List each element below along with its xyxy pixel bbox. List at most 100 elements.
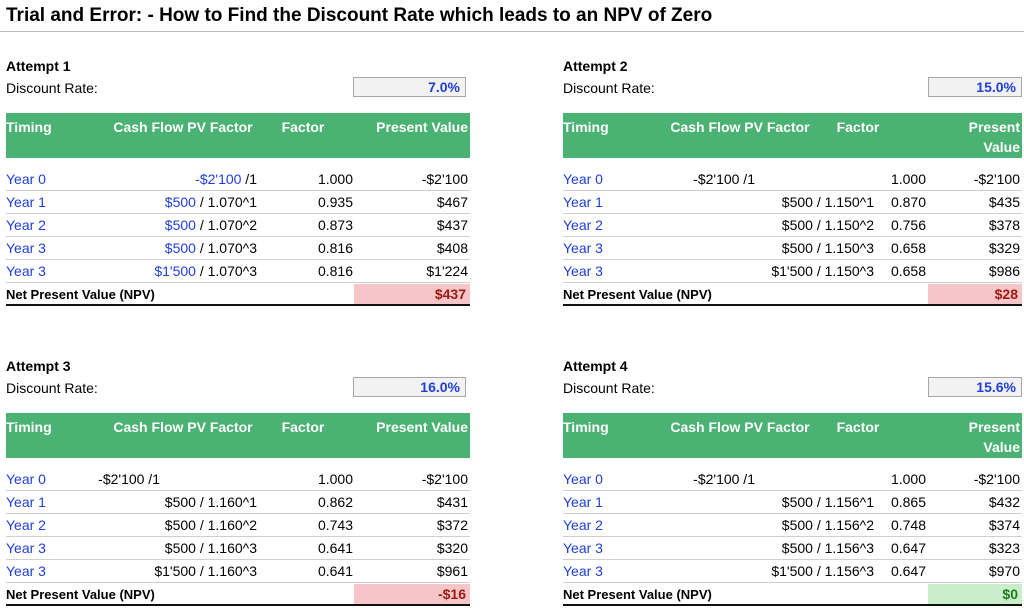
discount-rate-input[interactable]: 7.0% [353,77,466,97]
factor-cell[interactable]: 0.935 [317,194,353,210]
timing-cell[interactable]: Year 2 [563,217,603,233]
attempt-title: Attempt 1 [6,58,71,74]
present-value-cell[interactable]: $378 [988,217,1020,233]
timing-cell[interactable]: Year 2 [6,217,46,233]
factor-cell[interactable]: 0.647 [890,540,926,556]
npv-value[interactable]: $28 [928,284,1022,304]
cash-flow-cell[interactable]: $1'500 / 1.150^3 [771,263,874,280]
cash-flow-cell[interactable]: $1'500 / 1.160^3 [154,563,257,580]
factor-cell[interactable]: 0.641 [317,563,353,579]
npv-value[interactable]: -$16 [354,584,470,604]
cash-flow-cell[interactable]: $500 / 1.156^1 [782,494,874,511]
timing-cell[interactable]: Year 3 [563,563,603,579]
discount-rate-label: Discount Rate: [6,380,98,396]
attempt-title: Attempt 3 [6,358,71,374]
factor-cell[interactable]: 1.000 [890,171,926,187]
factor-cell[interactable]: 0.756 [890,217,926,233]
factor-cell[interactable]: 0.865 [890,494,926,510]
factor-cell[interactable]: 0.647 [890,563,926,579]
timing-cell[interactable]: Year 1 [563,194,603,210]
attempt-block-2: Attempt 2 Discount Rate: 15.0% Timing Ca… [563,58,1024,308]
present-value-cell[interactable]: -$2'100 [421,471,468,487]
timing-cell[interactable]: Year 1 [563,494,603,510]
npv-value[interactable]: $437 [354,284,470,304]
cash-flow-cell[interactable]: -$2'100 /1 [195,171,257,188]
discount-rate-input[interactable]: 15.6% [928,377,1022,397]
factor-cell[interactable]: 1.000 [317,171,353,187]
present-value-cell[interactable]: $467 [436,194,468,210]
cash-flow-cell[interactable]: $500 / 1.156^2 [782,517,874,534]
timing-cell[interactable]: Year 1 [6,194,46,210]
present-value-cell[interactable]: $437 [436,217,468,233]
cash-flow-cell[interactable]: $500 / 1.070^2 [165,217,257,234]
timing-cell[interactable]: Year 2 [563,517,603,533]
table-row: Year 3 $1'500 / 1.070^3 0.816 $1'224 [6,260,470,283]
timing-cell[interactable]: Year 0 [563,471,603,487]
column-header-timing: Timing [563,119,609,135]
timing-cell[interactable]: Year 3 [6,563,46,579]
timing-cell[interactable]: Year 0 [6,471,46,487]
cash-flow-cell[interactable]: -$2'100 /1 [693,171,755,188]
cash-flow-cell[interactable]: $500 / 1.160^2 [165,517,257,534]
pv-factor-formula: / 1.156^3 [812,540,874,556]
present-value-cell[interactable]: $986 [988,263,1020,279]
cash-flow-value: $500 [781,540,813,556]
timing-cell[interactable]: Year 3 [6,263,46,279]
present-value-cell[interactable]: $320 [436,540,468,556]
present-value-cell[interactable]: $329 [988,240,1020,256]
timing-cell[interactable]: Year 1 [6,494,46,510]
timing-cell[interactable]: Year 2 [6,517,46,533]
timing-cell[interactable]: Year 3 [563,540,603,556]
cash-flow-cell[interactable]: $500 / 1.150^1 [782,194,874,211]
present-value-cell[interactable]: $408 [436,240,468,256]
cash-flow-cell[interactable]: -$2'100 /1 [693,471,755,488]
cash-flow-cell[interactable]: $500 / 1.160^1 [165,494,257,511]
cash-flow-value: $500 [164,540,196,556]
present-value-cell[interactable]: $432 [988,494,1020,510]
present-value-cell[interactable]: $372 [436,517,468,533]
timing-cell[interactable]: Year 0 [563,171,603,187]
cash-flow-cell[interactable]: $500 / 1.150^2 [782,217,874,234]
present-value-cell[interactable]: $970 [988,563,1020,579]
cash-flow-cell[interactable]: $500 / 1.070^1 [165,194,257,211]
cash-flow-cell[interactable]: $1'500 / 1.070^3 [154,263,257,280]
present-value-cell[interactable]: -$2'100 [421,171,468,187]
present-value-cell[interactable]: -$2'100 [973,171,1020,187]
present-value-cell[interactable]: $961 [436,563,468,579]
factor-cell[interactable]: 0.870 [890,194,926,210]
table-row: Year 1 $500 / 1.150^1 0.870 $435 [563,191,1022,214]
timing-cell[interactable]: Year 3 [563,240,603,256]
npv-value[interactable]: $0 [928,584,1022,604]
present-value-cell[interactable]: $323 [988,540,1020,556]
cash-flow-cell[interactable]: $500 / 1.156^3 [782,540,874,557]
factor-cell[interactable]: 0.862 [317,494,353,510]
cash-flow-cell[interactable]: -$2'100 /1 [98,471,160,488]
factor-cell[interactable]: 1.000 [890,471,926,487]
timing-cell[interactable]: Year 3 [6,240,46,256]
present-value-cell[interactable]: $1'224 [426,263,468,279]
timing-cell[interactable]: Year 3 [6,540,46,556]
present-value-cell[interactable]: -$2'100 [973,471,1020,487]
present-value-cell[interactable]: $435 [988,194,1020,210]
cash-flow-cell[interactable]: $1'500 / 1.156^3 [771,563,874,580]
factor-cell[interactable]: 1.000 [317,471,353,487]
cash-flow-cell[interactable]: $500 / 1.160^3 [165,540,257,557]
present-value-cell[interactable]: $374 [988,517,1020,533]
factor-cell[interactable]: 0.748 [890,517,926,533]
factor-cell[interactable]: 0.873 [317,217,353,233]
cash-flow-value: $500 [164,194,196,210]
factor-cell[interactable]: 0.641 [317,540,353,556]
factor-cell[interactable]: 0.816 [317,240,353,256]
factor-cell[interactable]: 0.816 [317,263,353,279]
timing-cell[interactable]: Year 0 [6,171,46,187]
factor-cell[interactable]: 0.658 [890,240,926,256]
discount-rate-input[interactable]: 16.0% [353,377,466,397]
discount-rate-input[interactable]: 15.0% [928,77,1022,97]
cash-flow-cell[interactable]: $500 / 1.070^3 [165,240,257,257]
cash-flow-value: $1'500 [154,563,196,579]
present-value-cell[interactable]: $431 [436,494,468,510]
cash-flow-cell[interactable]: $500 / 1.150^3 [782,240,874,257]
factor-cell[interactable]: 0.658 [890,263,926,279]
timing-cell[interactable]: Year 3 [563,263,603,279]
factor-cell[interactable]: 0.743 [317,517,353,533]
